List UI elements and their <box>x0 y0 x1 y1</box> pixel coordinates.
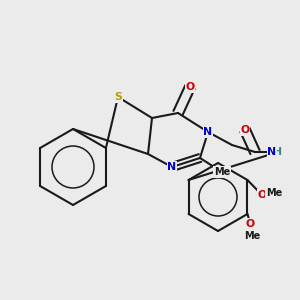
Text: N: N <box>203 127 213 137</box>
Text: O: O <box>240 125 250 135</box>
Text: O: O <box>257 190 267 200</box>
Text: O: O <box>246 219 255 229</box>
Text: H: H <box>273 147 283 157</box>
Text: Me: Me <box>244 231 261 241</box>
Text: N: N <box>267 147 277 157</box>
Text: S: S <box>114 92 122 102</box>
Text: Me: Me <box>214 167 230 177</box>
Text: O: O <box>185 82 195 92</box>
Text: Me: Me <box>266 188 282 198</box>
Text: N: N <box>167 162 177 172</box>
